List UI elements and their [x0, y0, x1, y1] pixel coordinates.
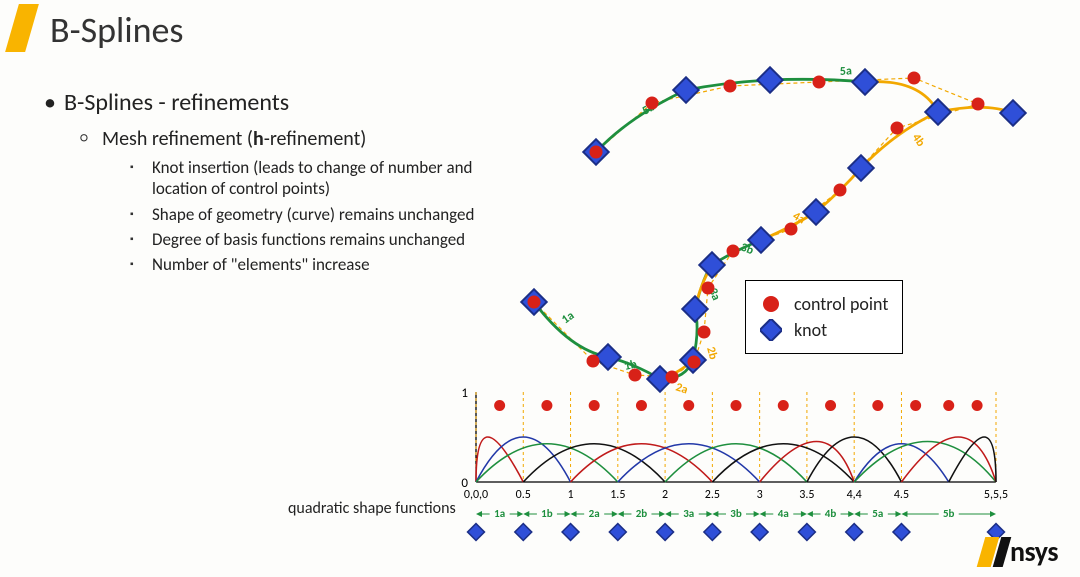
bullet-l1: B-Splines - refinements — [40, 88, 510, 117]
svg-text:1b: 1b — [541, 507, 553, 520]
svg-text:5a: 5a — [872, 507, 883, 520]
svg-text:2: 2 — [662, 488, 668, 502]
svg-text:2.5: 2.5 — [705, 488, 720, 502]
svg-text:0,0,0: 0,0,0 — [464, 488, 488, 502]
title-accent — [5, 4, 39, 52]
svg-text:4,4: 4,4 — [847, 488, 862, 502]
svg-text:5a: 5a — [839, 64, 852, 79]
bullet-l2-text: Mesh refinement (h-refinement) — [102, 127, 366, 151]
legend: control point knot — [745, 280, 903, 354]
svg-text:1: 1 — [461, 388, 468, 401]
bullet-list: B-Splines - refinements Mesh refinement … — [40, 88, 510, 279]
svg-text:3b: 3b — [730, 507, 742, 520]
legend-cp: control point — [760, 293, 888, 315]
svg-text:3.5: 3.5 — [799, 488, 814, 502]
svg-text:5,5,5: 5,5,5 — [984, 488, 1008, 502]
svg-text:3: 3 — [757, 488, 763, 502]
svg-text:4.5: 4.5 — [894, 488, 909, 502]
svg-text:3a: 3a — [683, 507, 694, 520]
svg-text:1a: 1a — [494, 507, 505, 520]
page-title: B-Splines — [50, 8, 184, 52]
logo-text: nsys — [1010, 534, 1058, 569]
shape-fn-caption: quadratic shape functions — [288, 499, 456, 518]
bullet-l3-0: Knot insertion (leads to change of numbe… — [130, 157, 510, 200]
svg-text:2b: 2b — [636, 507, 648, 520]
svg-text:4b: 4b — [909, 131, 928, 150]
svg-text:0.5: 0.5 — [516, 488, 531, 502]
svg-text:1a: 1a — [559, 309, 577, 327]
svg-text:4b: 4b — [825, 507, 837, 520]
ansys-logo: nsys — [981, 534, 1058, 569]
bullet-l2: Mesh refinement (h-refinement) — [80, 127, 510, 151]
svg-text:2a: 2a — [589, 507, 600, 520]
legend-knot-label: knot — [794, 319, 827, 341]
legend-knot: knot — [760, 319, 888, 341]
legend-cp-label: control point — [794, 293, 888, 315]
basis-functions-plot: 010,0,00.511.522.533.54,44.55,5,51a1b2a2… — [448, 388, 1008, 558]
svg-text:1.5: 1.5 — [610, 488, 625, 502]
svg-text:5b: 5b — [943, 507, 955, 520]
bullet-l3-3: Number of "elements" increase — [130, 254, 510, 275]
bullet-l3-2: Degree of basis functions remains unchan… — [130, 229, 510, 250]
spline-diagram: 1a1b2a2b3a3b4a4b5a5b — [460, 60, 1050, 410]
bullet-l3-1: Shape of geometry (curve) remains unchan… — [130, 204, 510, 225]
svg-text:4a: 4a — [778, 507, 789, 520]
svg-text:1: 1 — [567, 488, 573, 502]
